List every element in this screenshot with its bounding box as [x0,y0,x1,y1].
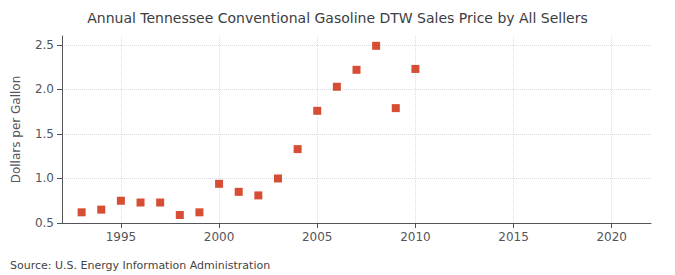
svg-text:Dollars per Gallon: Dollars per Gallon [9,76,23,184]
svg-text:2020: 2020 [596,230,627,244]
svg-text:2.0: 2.0 [35,82,54,96]
svg-text:1.5: 1.5 [35,127,54,141]
svg-text:0.5: 0.5 [35,216,54,230]
svg-text:2000: 2000 [204,230,235,244]
svg-text:2015: 2015 [498,230,529,244]
svg-text:2005: 2005 [302,230,333,244]
svg-text:Source: U.S. Energy Informatio: Source: U.S. Energy Information Administ… [10,259,270,272]
svg-text:2.5: 2.5 [35,38,54,52]
svg-text:1.0: 1.0 [35,171,54,185]
svg-text:2010: 2010 [400,230,431,244]
svg-text:Annual Tennessee Conventional: Annual Tennessee Conventional Gasoline D… [87,10,588,26]
svg-text:1995: 1995 [106,230,137,244]
